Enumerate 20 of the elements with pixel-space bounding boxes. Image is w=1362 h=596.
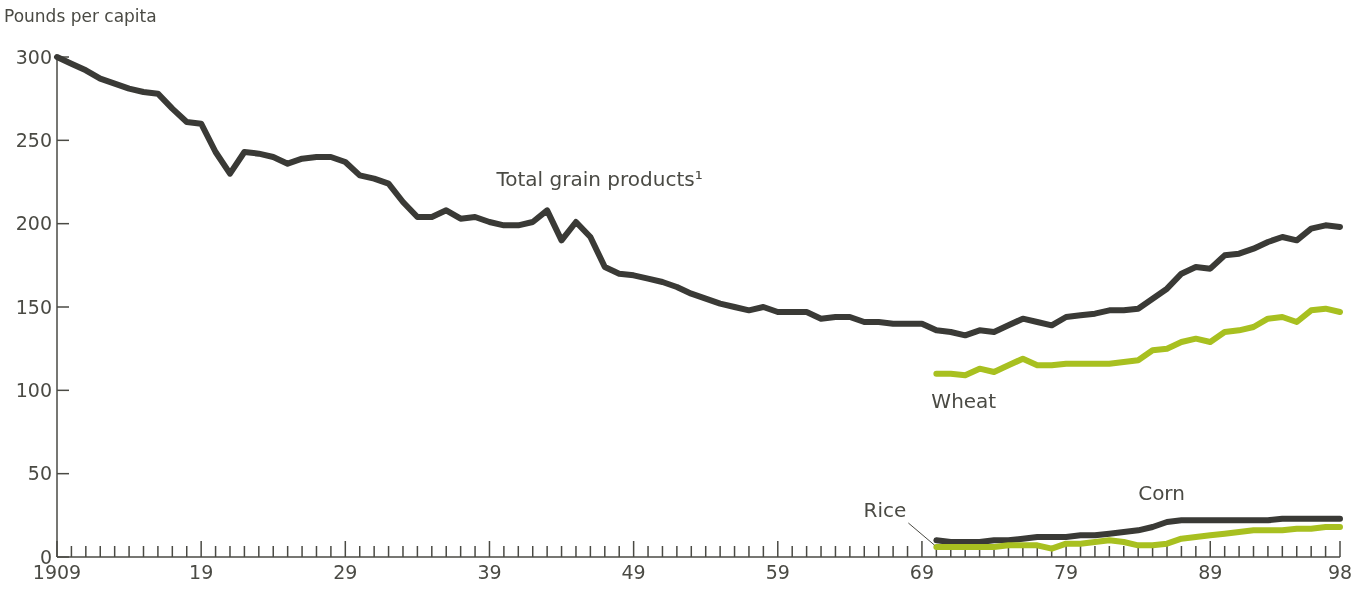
- x-tick-label: 19: [189, 561, 214, 583]
- y-tick-label: 250: [15, 128, 52, 151]
- x-tick-label: 39: [477, 561, 502, 583]
- series-label: Total grain products¹: [495, 167, 703, 191]
- series-label: Wheat: [931, 388, 997, 413]
- x-tick-label: 69: [909, 561, 935, 583]
- x-tick-label: 89: [1198, 561, 1223, 583]
- y-tick-label: 50: [27, 462, 52, 485]
- x-tick-label: 59: [765, 561, 790, 583]
- series-label: Corn: [1138, 481, 1185, 506]
- x-tick-label: 79: [1054, 561, 1079, 583]
- y-tick-label: 200: [15, 212, 52, 235]
- y-tick-label: 300: [15, 45, 52, 68]
- x-tick-label: 98: [1327, 561, 1353, 583]
- series-label: Rice: [863, 498, 907, 522]
- y-axis-title: Pounds per capita: [4, 6, 157, 26]
- x-tick-label: 49: [621, 561, 646, 583]
- x-tick-label: 29: [333, 561, 358, 583]
- y-tick-label: 100: [15, 378, 52, 401]
- y-tick-label: 150: [15, 295, 52, 318]
